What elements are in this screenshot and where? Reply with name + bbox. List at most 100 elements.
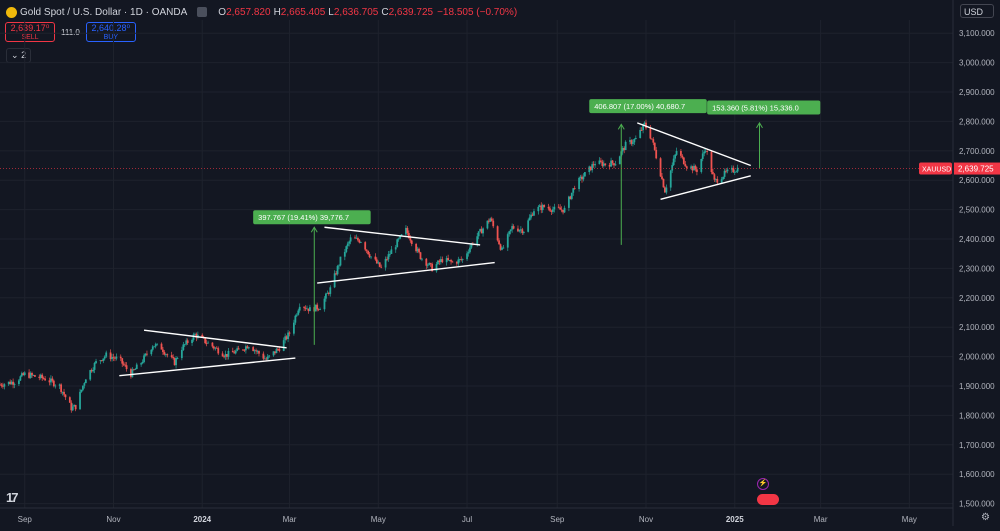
candle-body [735,171,738,173]
candle-body [256,351,259,352]
candle-body [95,361,97,364]
candle-body [455,262,458,264]
candle-body [63,391,65,395]
candle-body [594,164,596,166]
candle-body [368,254,371,257]
candle-body [146,353,148,355]
sell-button[interactable]: 2,639.17⁰ SELL [5,22,55,42]
candle-body [419,252,422,260]
candle-body [10,381,13,385]
candle-body [578,177,580,190]
candle-body [696,169,698,172]
candle-body [64,394,67,398]
candle-body [512,226,515,229]
candle-body [508,231,511,235]
symbol-title[interactable]: Gold Spot / U.S. Dollar · 1D · OANDA [20,6,188,18]
candle-body [714,179,717,180]
candle-body [415,243,418,252]
candle-body [611,160,614,164]
candle-body [410,240,413,244]
us-flag-event-icon[interactable] [757,494,779,505]
candle-body [79,391,81,410]
candle-body [653,142,656,150]
candle-body [643,122,646,125]
candle-body [661,176,663,179]
candle-body [439,259,442,263]
candle-body [9,381,12,385]
candle-body [348,241,351,244]
candle-body [287,332,289,340]
trendline[interactable] [119,357,296,377]
lightning-event-icon[interactable]: ⚡ [757,478,769,490]
candle-body [502,247,505,249]
candle-body [191,339,193,343]
candle-body [355,237,358,239]
candle-body [266,356,269,360]
trendline[interactable] [143,329,287,349]
y-tick-label: 2,800.000 [959,117,995,126]
candle-body [326,292,329,294]
candle-body [20,373,23,377]
candle-body [684,164,687,167]
collapse-count: 2 [21,50,27,60]
x-tick-label: Sep [550,515,565,524]
candle-body [479,229,482,232]
candle-body [54,385,57,387]
candle-body [39,374,42,378]
candle-body [50,378,52,383]
candle-body [389,253,391,255]
candle-body [466,253,468,260]
candle-body [416,248,419,252]
candle-body [144,353,147,356]
candle-body [602,163,605,166]
candle-body [690,166,693,169]
symbol-tag-label: XAUUSD [922,167,951,174]
candle-body [537,206,540,212]
candle-body [7,381,10,385]
candle-body [421,258,423,260]
candle-body [329,287,332,294]
candle-body [665,187,668,193]
spread-value: 111.0 [61,27,80,37]
candle-body [629,140,631,142]
candle-body [469,247,471,253]
candle-body [255,350,257,352]
candle-body [448,260,451,261]
settings-gear-icon[interactable]: ⚙ [981,512,990,523]
candle-body [22,373,25,375]
candle-body [172,357,175,359]
measure-label: 406.807 (17.00%) 40,680.7 [594,102,685,111]
candle-body [451,261,454,263]
candle-body [659,158,662,177]
trendline[interactable] [317,261,495,284]
candle-body [333,273,336,288]
y-tick-label: 2,000.000 [959,353,995,362]
candle-body [527,220,530,232]
trendline[interactable] [324,226,481,246]
candle-body [109,352,112,360]
candle-body [124,364,127,366]
candle-body [92,369,95,372]
candle-body [573,188,576,190]
candle-body [624,141,627,151]
candle-body [377,262,380,264]
trendline[interactable] [637,122,752,167]
candle-body [0,384,3,386]
candle-body [316,304,319,310]
buy-button[interactable]: 2,640.28⁰ BUY [85,22,136,42]
candle-body [237,348,240,350]
candle-body [227,350,230,357]
candle-body [438,260,441,263]
currency-select[interactable]: USD [960,4,994,18]
candle-body [506,234,509,248]
candle-body [135,364,138,370]
tradingview-logo-icon[interactable]: 17 [6,490,19,505]
candle-body [669,170,672,188]
trendline[interactable] [660,175,751,201]
candle-body [386,258,388,260]
candle-body [192,334,195,340]
candle-body [467,252,470,254]
visibility-icon[interactable] [197,7,208,17]
